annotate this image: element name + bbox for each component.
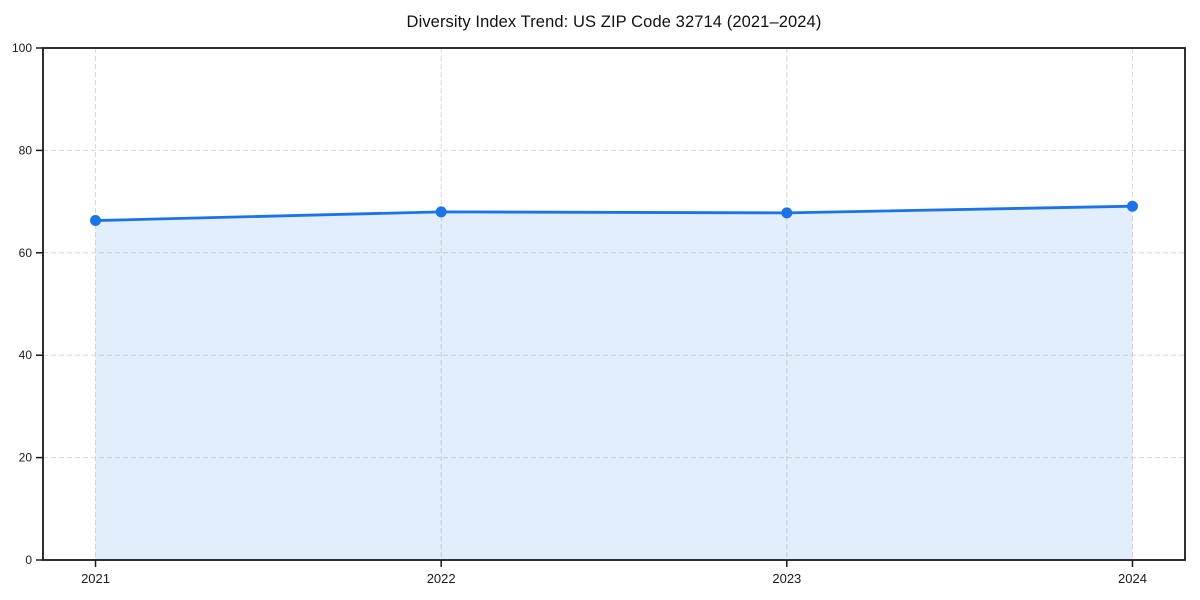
x-tick-label: 2023	[772, 571, 801, 586]
area-fill	[95, 206, 1133, 560]
y-tick-label: 100	[12, 41, 32, 55]
data-points	[90, 200, 1138, 227]
x-axis: 2021 2022 2023 2024	[81, 560, 1147, 586]
data-point	[435, 206, 447, 218]
plot-border	[42, 47, 1186, 561]
chart-title: Diversity Index Trend: US ZIP Code 32714…	[406, 13, 822, 31]
data-point	[781, 207, 793, 219]
trend-line	[94, 204, 1134, 222]
x-tick-label: 2021	[81, 571, 110, 586]
y-tick-label: 20	[19, 451, 33, 465]
x-tick-label: 2022	[427, 571, 456, 586]
data-point	[1126, 200, 1138, 212]
y-tick-label: 0	[25, 553, 32, 567]
data-point	[90, 215, 102, 227]
y-tick-label: 60	[19, 246, 33, 260]
y-axis: 0 20 40 60 80 100	[12, 41, 43, 567]
y-tick-label: 80	[19, 143, 33, 157]
y-tick-label: 40	[19, 348, 33, 362]
x-tick-label: 2024	[1118, 571, 1147, 586]
